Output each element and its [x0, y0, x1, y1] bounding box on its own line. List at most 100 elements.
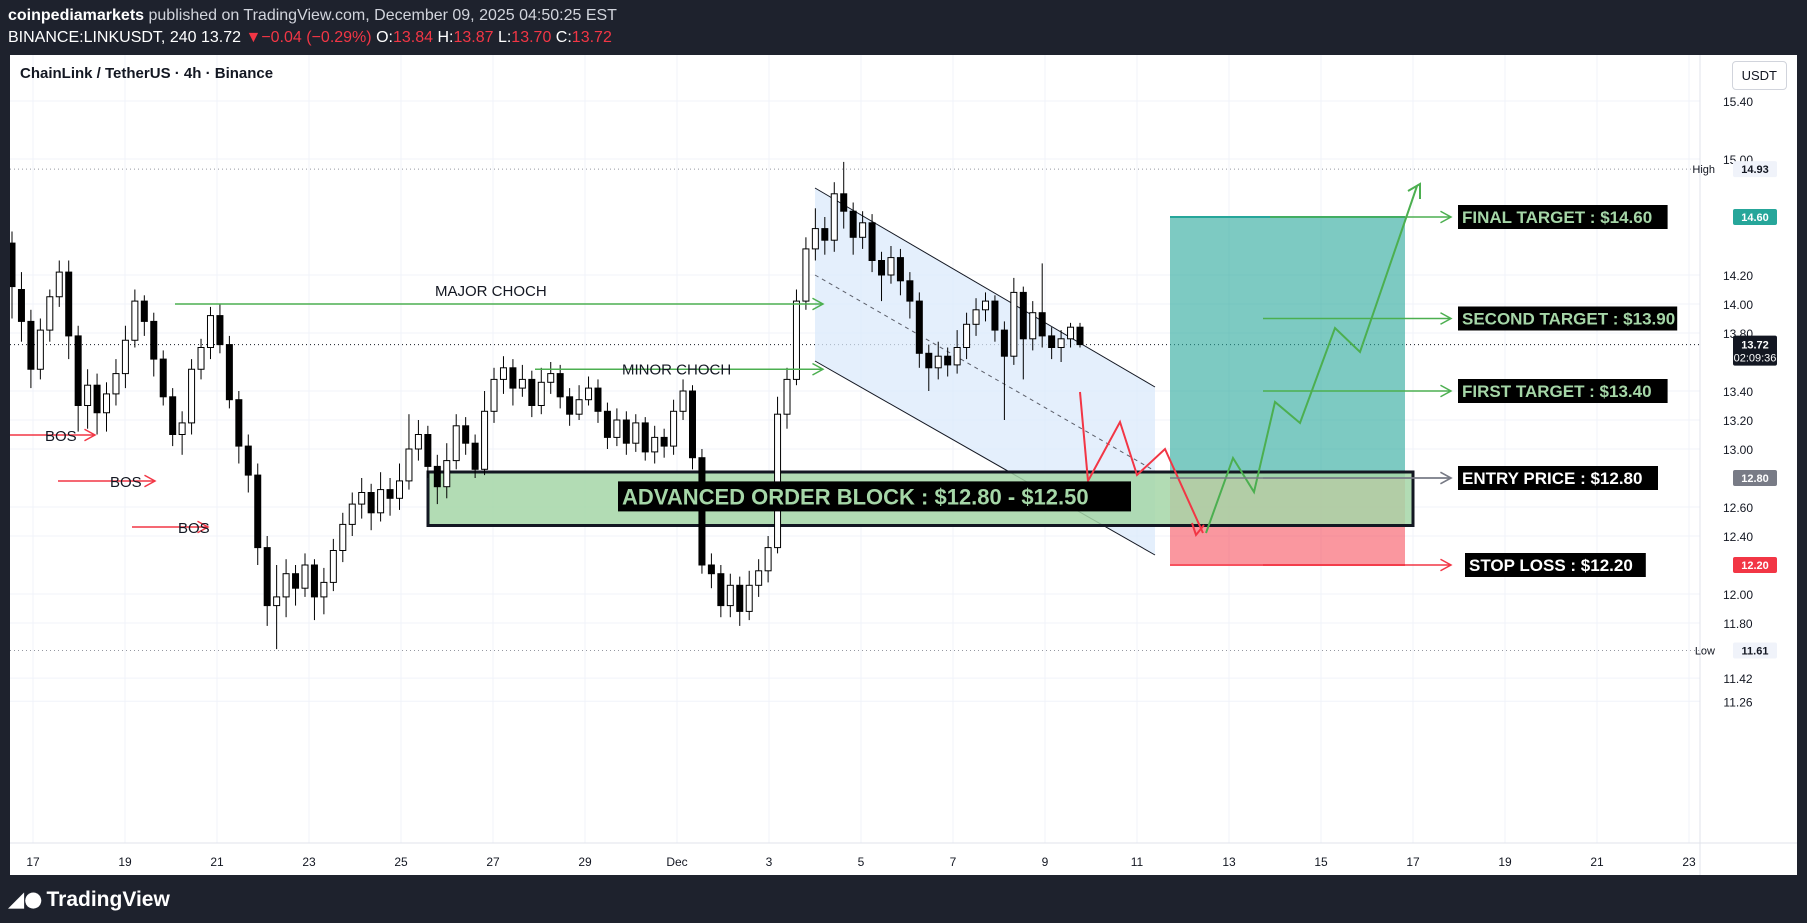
- candle: [386, 478, 394, 516]
- candle: [1048, 327, 1056, 360]
- channel-mid-line: [814, 274, 1156, 472]
- candle-body: [65, 271, 73, 337]
- candle: [981, 292, 989, 322]
- candles: [10, 161, 1084, 650]
- candle-body: [585, 387, 593, 401]
- candle: [991, 295, 999, 342]
- first-target-label-arrow-head: [1440, 384, 1453, 398]
- candle: [934, 341, 942, 380]
- price-tick-label: 14.00: [1723, 298, 1753, 312]
- candle: [65, 260, 73, 360]
- time-tick-label: 5: [858, 855, 865, 869]
- second-target-label: SECOND TARGET : $13.90: [1462, 310, 1675, 329]
- candle-body: [74, 335, 82, 406]
- candle-body: [641, 422, 649, 453]
- entry-price-label-group: ENTRY PRICE : $12.80: [1458, 466, 1658, 490]
- candle: [121, 325, 129, 389]
- bos-arrow-head: [197, 520, 210, 534]
- candle: [811, 208, 819, 261]
- price-tick-label: 13.00: [1723, 443, 1753, 457]
- target-price-badge-text: 14.60: [1741, 212, 1769, 224]
- candle: [424, 425, 432, 478]
- candle: [896, 248, 904, 296]
- high-price-badge-text: 14.93: [1741, 164, 1769, 176]
- candle-body: [367, 492, 375, 514]
- candle-body: [509, 367, 517, 389]
- stop-price-badge-bg: [1733, 557, 1777, 573]
- final-target-label-arrow-head: [1440, 210, 1453, 224]
- candle-body: [452, 425, 460, 462]
- tradingview-logo[interactable]: ◢● TradingView: [8, 887, 170, 912]
- candle-body: [878, 260, 886, 276]
- candle: [613, 408, 621, 447]
- candle: [1038, 263, 1046, 348]
- entry-price-label-bg: [1458, 466, 1658, 490]
- candle-body: [310, 564, 318, 598]
- candle: [679, 379, 687, 420]
- candle-body: [339, 523, 347, 551]
- candle: [481, 391, 489, 476]
- candle: [263, 536, 271, 626]
- first-target-label-bg: [1458, 379, 1668, 403]
- major-choch-label: MAJOR CHOCH: [435, 283, 547, 300]
- order-block-label-group: ADVANCED ORDER BLOCK : $12.80 - $12.50: [618, 481, 1131, 512]
- candle: [443, 443, 451, 499]
- candle: [244, 434, 252, 493]
- candle: [603, 402, 611, 449]
- order-block-label-bg: [618, 481, 1131, 512]
- candle-body: [36, 329, 44, 370]
- currency-button[interactable]: USDT: [1731, 61, 1787, 90]
- candle: [329, 538, 337, 592]
- candle-body: [736, 584, 744, 612]
- close-label: C:: [555, 29, 572, 46]
- second-target-label-arrow: [1263, 312, 1453, 325]
- candle-body: [358, 492, 366, 505]
- time-tick-label: 29: [578, 855, 592, 869]
- entry-guide-arrow-head: [1440, 471, 1453, 485]
- time-tick-label: 11: [1131, 855, 1144, 869]
- candle-body: [670, 410, 678, 447]
- high-price-badge: 14.93: [1733, 161, 1777, 178]
- candle-body: [679, 390, 687, 412]
- candle-body: [169, 396, 177, 435]
- candle: [178, 411, 186, 455]
- candle: [660, 428, 668, 458]
- candle-body: [405, 448, 413, 482]
- candle: [36, 318, 44, 380]
- bos-label: BOS: [45, 428, 77, 445]
- candle-body: [1029, 312, 1037, 340]
- candle: [358, 478, 366, 519]
- time-tick-label: 21: [210, 855, 224, 869]
- time-tick-label: Dec: [666, 855, 687, 869]
- entry-price-badge: 12.80: [1733, 470, 1777, 486]
- candle: [10, 231, 16, 319]
- chart-panel[interactable]: MAJOR CHOCH MINOR CHOCH BOS BOS BOS FINAL TAR…: [10, 55, 1797, 875]
- candle: [206, 306, 214, 360]
- candle-body: [660, 436, 668, 447]
- first-target-label-group: FIRST TARGET : $13.40: [1458, 379, 1668, 403]
- final-target-label-group: FINAL TARGET : $14.60: [1458, 205, 1668, 229]
- candle-body: [783, 378, 791, 415]
- time-tick-label: 9: [1042, 855, 1049, 869]
- candle-body: [46, 296, 54, 331]
- profit-zone: [1170, 217, 1405, 478]
- candle-body: [140, 300, 148, 322]
- publisher-name[interactable]: coinpediamarkets: [8, 7, 145, 24]
- candle: [93, 373, 101, 435]
- candle-body: [613, 419, 621, 438]
- minor-choch-arrow-head: [812, 362, 825, 376]
- candle: [320, 567, 328, 615]
- projected-rally-arrowhead: [1407, 182, 1421, 199]
- high-label: H:: [437, 29, 454, 46]
- time-tick-label: 23: [1682, 855, 1696, 869]
- price-tick-label: 11.80: [1723, 617, 1752, 631]
- time-tick-label: 19: [1498, 855, 1512, 869]
- candle-body: [774, 413, 782, 549]
- candle: [774, 396, 782, 554]
- price-chart[interactable]: MAJOR CHOCH MINOR CHOCH BOS BOS BOS FINAL TAR…: [10, 55, 1797, 875]
- candle: [150, 312, 158, 377]
- candle-body: [1010, 291, 1018, 357]
- candle-body: [1000, 329, 1008, 357]
- candle-body: [1038, 312, 1046, 337]
- candle-body: [651, 436, 659, 453]
